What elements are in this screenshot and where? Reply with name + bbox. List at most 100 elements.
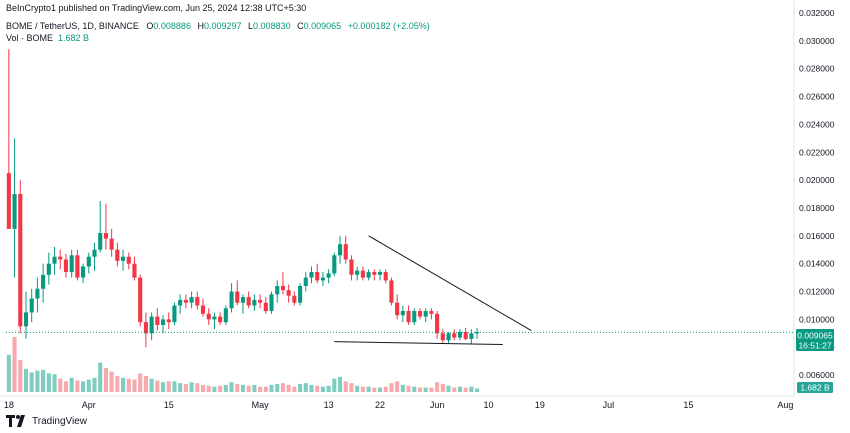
volume-bar <box>12 337 17 392</box>
trendlines <box>6 235 794 345</box>
candle-body <box>280 285 285 291</box>
volume-bar <box>143 376 148 392</box>
candle-body <box>195 297 200 306</box>
volume-bar <box>440 384 445 392</box>
candle-body <box>435 313 440 334</box>
volume-tag: 1.682 B <box>800 383 830 393</box>
time-tick-label: 18 <box>4 400 14 410</box>
tradingview-logo[interactable]: TradingView <box>6 415 87 427</box>
candle-body <box>252 299 257 306</box>
candle-body <box>143 322 148 334</box>
volume-bar <box>263 386 268 392</box>
volume-bar <box>337 376 343 392</box>
candle-body <box>326 273 331 278</box>
time-tick-label: Aug <box>777 400 793 410</box>
volume-bar <box>252 384 257 392</box>
volume-bar <box>429 387 434 392</box>
volume-bar <box>246 385 251 392</box>
candle-body <box>286 290 291 296</box>
candle-body <box>212 316 217 320</box>
candle-body <box>6 173 11 229</box>
low-value: 0.008830 <box>253 21 291 31</box>
volume-bar <box>189 382 194 392</box>
volume-bar <box>35 370 40 392</box>
candle-body <box>18 194 23 327</box>
volume-bar <box>58 378 63 392</box>
time-tick-label: Jul <box>603 400 615 410</box>
volume-bars <box>6 337 480 392</box>
price-tick-label: 0.020000 <box>799 175 835 185</box>
volume-bar <box>63 381 69 392</box>
time-tick-label: 15 <box>164 400 174 410</box>
volume-bar <box>446 385 451 392</box>
price-tick-label: 0.032000 <box>799 8 835 18</box>
candle-body <box>172 305 177 323</box>
candle-body <box>440 333 445 341</box>
time-tick-label: Jun <box>430 400 445 410</box>
candle-body <box>35 288 40 299</box>
symbol-title[interactable]: BOME / TetherUS, 1D, BINANCE <box>6 21 139 31</box>
candle-body <box>109 238 114 250</box>
candle-body <box>138 277 143 323</box>
candle-body <box>463 331 468 339</box>
candle-body <box>457 331 463 338</box>
volume-bar <box>166 381 171 392</box>
candle-body <box>206 313 211 320</box>
candle-body <box>98 233 103 250</box>
volume-bar <box>155 380 160 392</box>
volume-bar <box>320 386 325 392</box>
volume-bar <box>372 387 377 392</box>
volume-bar <box>29 372 34 392</box>
volume-bar <box>229 382 234 392</box>
volume-bar <box>235 384 240 392</box>
open-value: 0.008886 <box>153 21 191 31</box>
candle-body <box>372 272 377 275</box>
volume-bar <box>269 384 274 392</box>
time-axis[interactable]: 18 Apr 15 May 13 22 Jun 10 19 Jul 15 Aug <box>4 400 794 410</box>
candle-body <box>92 249 97 257</box>
volume-bar <box>303 383 308 392</box>
volume-bar <box>377 387 383 392</box>
volume-bar <box>75 380 80 392</box>
candle-body <box>149 316 154 334</box>
volume-bar <box>69 377 74 392</box>
volume-bar <box>332 378 337 392</box>
candle-body <box>46 263 51 275</box>
time-tick-label: May <box>252 400 270 410</box>
time-tick-label: 22 <box>375 400 385 410</box>
axis-frame <box>0 0 795 397</box>
volume-bar <box>52 374 57 392</box>
candle-body <box>121 256 126 261</box>
candle-body <box>29 298 34 313</box>
candle-body <box>23 312 29 327</box>
volume-bar <box>149 378 154 392</box>
candle-body <box>349 259 354 275</box>
volume-bar <box>178 383 183 392</box>
ohlc-legend: BOME / TetherUS, 1D, BINANCE O0.008886 H… <box>6 21 434 31</box>
candle-body <box>332 255 337 274</box>
candle-body <box>320 277 325 281</box>
change-value: +0.000182 (+2.05%) <box>347 21 430 31</box>
price-tick-label: 0.018000 <box>799 203 835 213</box>
volume-bar <box>366 386 371 392</box>
volume-bar <box>395 381 400 392</box>
close-label: C <box>297 21 304 31</box>
trendline-support <box>334 341 503 345</box>
high-label: H <box>197 21 204 31</box>
axis-tags: 0.009065 16:51:27 1.682 B <box>796 329 834 393</box>
volume-bar <box>183 384 188 392</box>
price-axis[interactable]: 0.032000 0.030000 0.028000 0.026000 0.024000… <box>799 8 835 380</box>
volume-bar <box>46 373 51 392</box>
volume-bar <box>463 387 468 392</box>
tradingview-brand: TradingView <box>32 415 88 427</box>
candle-body <box>200 305 206 314</box>
candle-body <box>303 277 308 286</box>
open-label: O <box>146 21 154 31</box>
candle-body <box>218 316 223 323</box>
candle-body <box>75 255 80 278</box>
candle-body <box>389 280 394 303</box>
volume-bar <box>218 385 223 392</box>
price-tick-label: 0.022000 <box>799 147 835 157</box>
candle-body <box>86 256 91 267</box>
